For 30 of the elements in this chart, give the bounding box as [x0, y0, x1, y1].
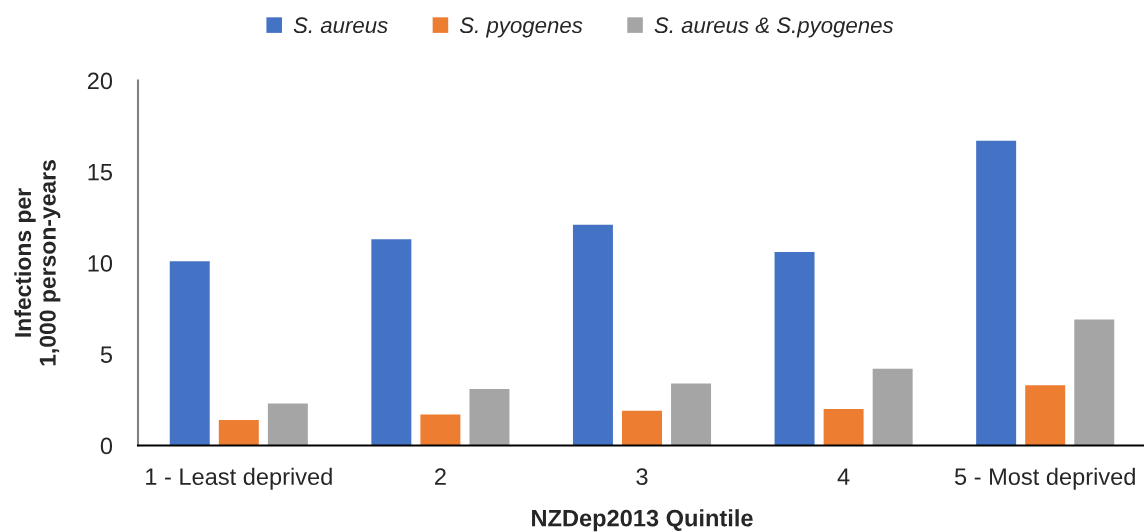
bar: [976, 140, 1017, 446]
x-tick-label: 2: [435, 468, 446, 485]
bar: [1074, 319, 1115, 446]
y-tick-label: 0: [100, 437, 113, 455]
bar: [1025, 385, 1066, 446]
legend-label: S. aureus & S.pyogenes: [654, 17, 894, 38]
y-tick-label: 15: [88, 164, 113, 181]
bar: [774, 252, 815, 446]
bar: [169, 261, 210, 446]
x-tick-label: 5 - Most deprived: [954, 467, 1135, 490]
legend-label: S. pyogenes: [459, 17, 583, 38]
x-axis-title: NZDep2013 Quintile: [532, 509, 753, 532]
x-tick-label: 3: [636, 468, 648, 486]
y-tick-label: 5: [100, 346, 113, 364]
bar: [872, 368, 913, 446]
bar: [622, 410, 662, 446]
bar: [420, 414, 461, 446]
bar: [371, 239, 412, 446]
bar: [671, 383, 712, 446]
y-tick-label: 10: [88, 255, 113, 272]
bar: [218, 419, 259, 446]
bar: [469, 388, 510, 446]
x-tick-label: 4: [837, 468, 850, 485]
bar: [267, 403, 308, 446]
y-tick-label: 20: [87, 72, 113, 90]
bar: [823, 409, 864, 446]
y-axis-title: Infections per 1,000 person-years: [14, 160, 61, 366]
bar: [572, 224, 613, 446]
legend-label: S. aureus: [293, 17, 388, 34]
x-tick-label: 1 - Least deprived: [146, 467, 332, 490]
